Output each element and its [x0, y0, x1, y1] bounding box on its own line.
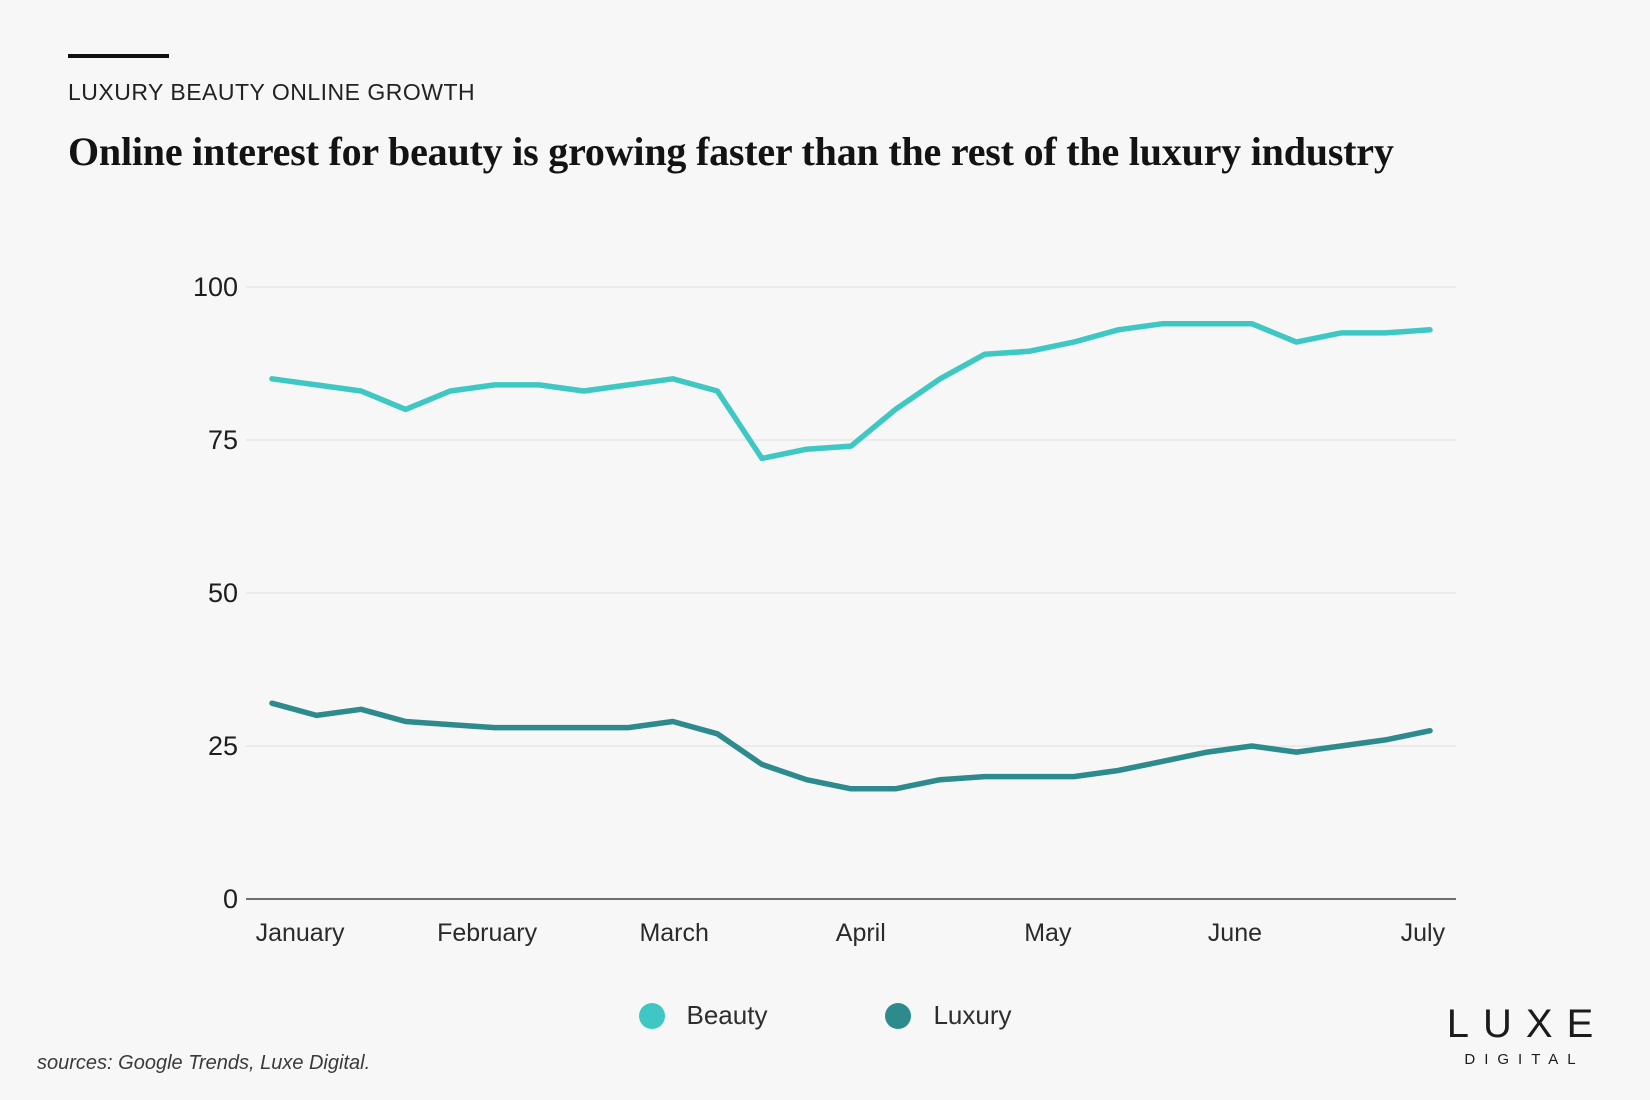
logo-subtitle: DIGITAL: [1464, 1051, 1585, 1068]
y-tick-label-0: 0: [223, 884, 238, 914]
page-title: Online interest for beauty is growing fa…: [68, 129, 1394, 174]
luxury-series-line: [269, 700, 1433, 792]
beauty-series-line: [269, 320, 1433, 462]
x-tick-label-march: March: [639, 919, 708, 947]
eyebrow-label: LUXURY BEAUTY ONLINE GROWTH: [68, 79, 476, 105]
y-tick-label-100: 100: [193, 272, 238, 302]
logo-wordmark: LUXE: [1446, 1002, 1608, 1046]
accent-bar: [68, 54, 169, 58]
x-tick-label-january: January: [256, 919, 345, 947]
x-tick-label-april: April: [836, 919, 886, 947]
x-tick-label-may: May: [1024, 919, 1072, 947]
y-tick-label-25: 25: [208, 731, 238, 761]
luxe-digital-logo: LUXE DIGITAL: [1420, 1002, 1620, 1068]
x-tick-label-june: June: [1208, 919, 1262, 947]
x-tick-label-july: July: [1401, 919, 1446, 947]
y-tick-label-50: 50: [208, 578, 238, 608]
y-tick-label-75: 75: [208, 425, 238, 455]
x-tick-label-february: February: [437, 919, 538, 947]
sources-note: sources: Google Trends, Luxe Digital.: [37, 1052, 371, 1074]
